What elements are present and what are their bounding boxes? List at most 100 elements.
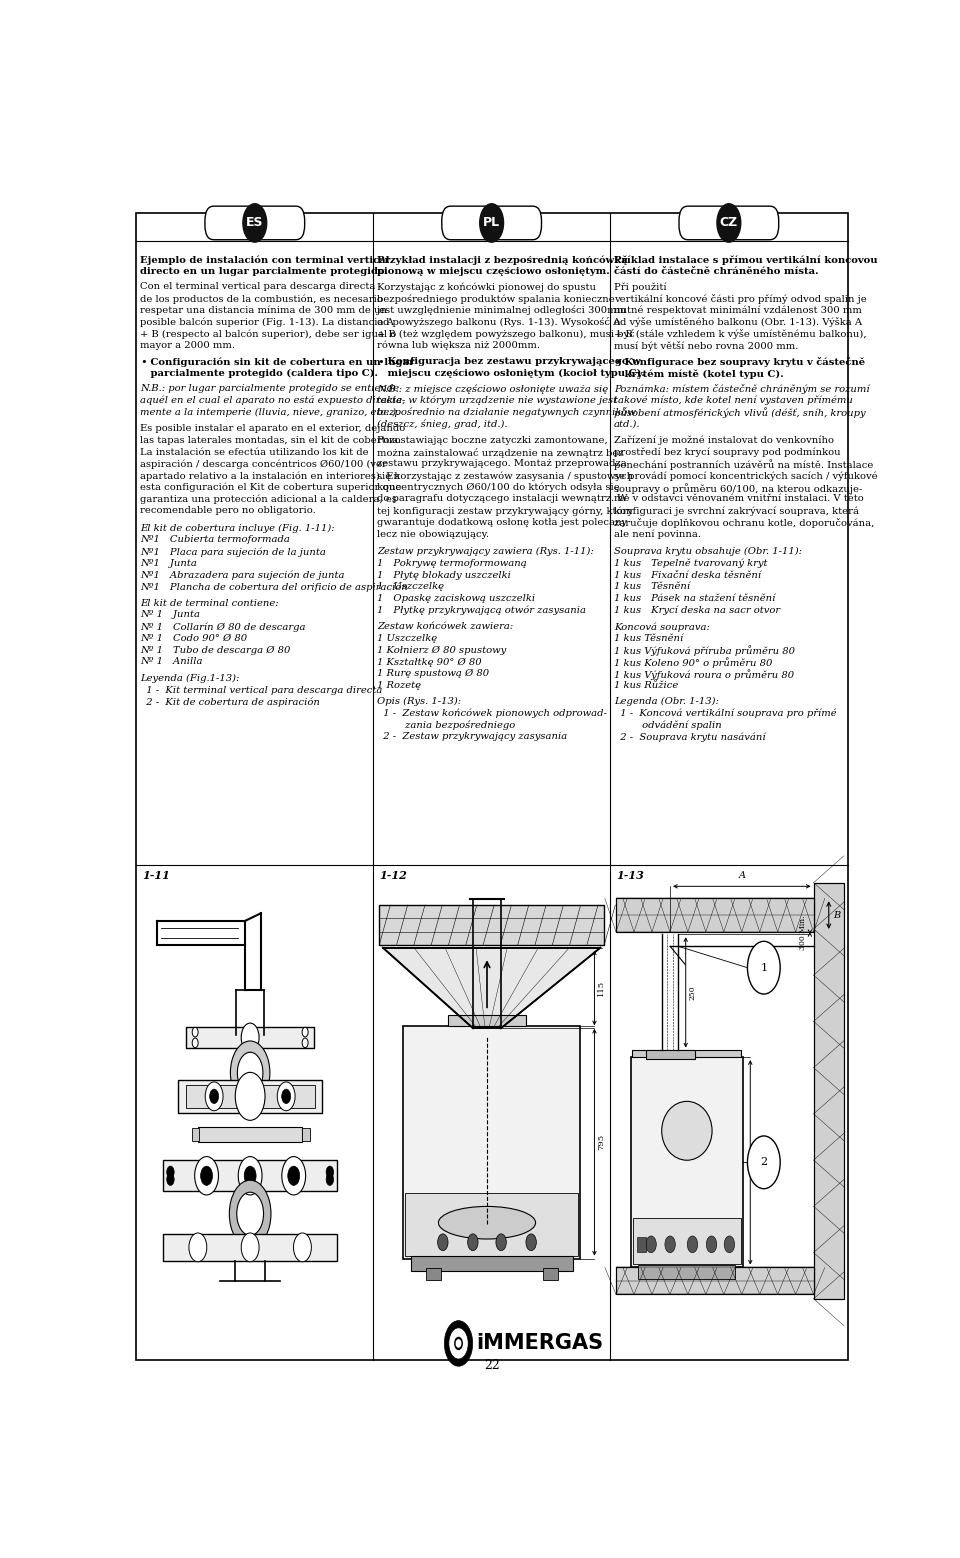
Text: Pozostawiając boczne zatyczki zamontowane,: Pozostawiając boczne zatyczki zamontowan… [377,436,608,446]
Text: Zestaw końcówek zawiera:: Zestaw końcówek zawiera: [377,622,514,631]
Text: takie, w którym urządzenie nie wystawione jest: takie, w którym urządzenie nie wystawion… [377,396,617,405]
Text: Configuración sin kit de cobertura en un lugar: Configuración sin kit de cobertura en un… [140,357,415,366]
Circle shape [455,1337,463,1349]
Polygon shape [383,947,600,1028]
Text: aspiración / descarga concéntricos Ø60/100 (ver: aspiración / descarga concéntricos Ø60/1… [140,460,387,469]
Text: 1 -  Kit terminal vertical para descarga directa: 1 - Kit terminal vertical para descarga … [140,686,382,695]
Bar [638,1265,735,1279]
Text: 1 kus Těsnění: 1 kus Těsnění [613,634,683,643]
Bar [186,1027,314,1049]
Bar [163,1234,337,1260]
Circle shape [241,1232,259,1262]
Text: + B (stále vzhledem k výše umístěnému balkonu),: + B (stále vzhledem k výše umístěnému ba… [613,329,867,340]
Text: ale není povinna.: ale není povinna. [613,530,701,539]
Text: 1: 1 [760,963,767,972]
Text: Przykład instalacji z bezpośrednią końcówką: Przykład instalacji z bezpośrednią końcó… [377,256,628,265]
Text: las tapas laterales montadas, sin el kit de cobertua.: las tapas laterales montadas, sin el kit… [140,436,401,446]
Text: garantiza una protección adicional a la caldera, es: garantiza una protección adicional a la … [140,494,397,503]
Text: Opis (Rys. 1-13):: Opis (Rys. 1-13): [377,698,461,706]
Text: 1 kus Výfuková příruba průměru 80: 1 kus Výfuková příruba průměru 80 [613,645,795,656]
Wedge shape [229,1181,271,1248]
Text: La instalación se efectúa utilizando los kit de: La instalación se efectúa utilizando los… [140,447,369,456]
Bar [411,1256,572,1270]
Text: apartado relativo a la instalación en interiores). En: apartado relativo a la instalación en in… [140,471,400,480]
Text: można zainstalować urządzenie na zewnątrz bez: można zainstalować urządzenie na zewnątr… [377,447,624,458]
Text: Koncová souprava:: Koncová souprava: [613,622,709,631]
Text: recomendable pero no obligatorio.: recomendable pero no obligatorio. [140,506,316,516]
Text: 1 Płytkę przykrywającą otwór zasysania: 1 Płytkę przykrywającą otwór zasysania [377,606,586,615]
Circle shape [192,1038,198,1047]
Text: 2 -  Zestaw przykrywający zasysania: 2 - Zestaw przykrywający zasysania [377,732,567,742]
Circle shape [707,1235,717,1253]
Circle shape [456,1340,461,1348]
Wedge shape [230,1041,270,1105]
Text: Příklad instalace s přímou vertikální koncovou: Příklad instalace s přímou vertikální ko… [613,256,877,265]
Text: jest uwzględnienie minimalnej odległości 300mm: jest uwzględnienie minimalnej odległości… [377,305,627,315]
Text: Při použití: Při použití [613,282,666,291]
Text: posible balcón superior (Fig. 1-13). La distancia A: posible balcón superior (Fig. 1-13). La … [140,318,394,327]
Text: 1 Rozetę: 1 Rozetę [377,681,420,690]
Bar [163,1161,337,1192]
Text: koncentrycznych Ø60/100 do których odsyła się: koncentrycznych Ø60/100 do których odsył… [377,483,620,492]
Text: se provádí pomocí koncentrických sacích / výfukové: se provádí pomocí koncentrických sacích … [613,471,877,480]
Text: 1 -  Koncová vertikální souprava pro přímé: 1 - Koncová vertikální souprava pro přím… [613,709,836,718]
Text: Nº 1 Tubo de descarga Ø 80: Nº 1 Tubo de descarga Ø 80 [140,645,291,654]
Circle shape [438,1234,448,1251]
Text: 2 -  Souprava krytu nasávání: 2 - Souprava krytu nasávání [613,732,765,742]
Circle shape [167,1173,174,1186]
Circle shape [326,1165,333,1178]
Text: N.B.: z miejsce częściowo osłonięte uważa się: N.B.: z miejsce częściowo osłonięte uważ… [377,385,608,394]
Text: nutné respektovat minimální vzdálenost 300 mm: nutné respektovat minimální vzdálenost 3… [613,305,862,315]
Text: 1 kus Fixační deska těsnění: 1 kus Fixační deska těsnění [613,570,761,580]
Text: ES: ES [246,217,264,229]
Text: Zařízení je možné instalovat do venkovního: Zařízení je možné instalovat do venkovní… [613,436,834,446]
Text: (deszcz, śnieg, grad, itd.).: (deszcz, śnieg, grad, itd.). [377,419,508,428]
Circle shape [201,1167,212,1186]
Text: prostředí bez krycí soupravy pod podmínkou: prostředí bez krycí soupravy pod podmínk… [613,447,840,456]
Circle shape [480,204,504,241]
FancyBboxPatch shape [442,206,541,240]
Text: takové místo, kde kotel není vystaven přímému: takové místo, kde kotel není vystaven př… [613,396,852,405]
Bar [302,1128,310,1140]
Bar [542,1268,558,1281]
Circle shape [167,1165,174,1178]
Bar [379,905,604,946]
Text: 1 kus Růžice: 1 kus Růžice [613,681,678,690]
Circle shape [192,1027,198,1038]
Text: zestawu przykrywającego. Montaż przeprowadza: zestawu przykrywającego. Montaż przeprow… [377,460,627,469]
Text: Nº1 Abrazadera para sujeción de junta: Nº1 Abrazadera para sujeción de junta [140,570,345,580]
Text: 1 Rurę spustową Ø 80: 1 Rurę spustową Ø 80 [377,668,489,678]
Bar [425,1268,441,1281]
Text: působení atmosférických vlivů (déšť, sníh, kroupy: působení atmosférických vlivů (déšť, sní… [613,408,865,419]
Text: 22: 22 [484,1359,500,1371]
Text: 115: 115 [597,980,606,996]
Text: 1-12: 1-12 [379,869,407,880]
Text: Nº1 Junta: Nº1 Junta [140,559,197,569]
Bar [192,1128,200,1140]
Bar [633,1050,741,1058]
Bar [634,1218,740,1264]
Text: Nº 1 Junta: Nº 1 Junta [140,611,200,620]
Text: zaručuje doplňkovou ochranu kotle, doporučována,: zaručuje doplňkovou ochranu kotle, dopor… [613,517,875,528]
Text: Konfiguracja bez zestawu przykrywającego w: Konfiguracja bez zestawu przykrywającego… [377,357,640,366]
Circle shape [302,1038,308,1047]
Text: 1 kus Koleno 90° o průměru 80: 1 kus Koleno 90° o průměru 80 [613,657,772,668]
Text: 1 kus Krycí deska na sacr otvor: 1 kus Krycí deska na sacr otvor [613,606,780,615]
Bar [616,899,814,932]
Text: Es posible instalar el aparato en el exterior, dejando: Es posible instalar el aparato en el ext… [140,424,405,433]
Text: 1 Kształtkę 90° Ø 80: 1 Kształtkę 90° Ø 80 [377,657,482,667]
Circle shape [243,204,267,241]
Text: El kit de terminal contiene:: El kit de terminal contiene: [140,598,278,608]
Text: od výše umístěného balkonu (Obr. 1-13). Výška A: od výše umístěného balkonu (Obr. 1-13). … [613,318,862,327]
Circle shape [235,1072,265,1120]
Circle shape [281,1089,291,1103]
Text: 300 Min.: 300 Min. [799,916,807,950]
Text: mayor a 2000 mm.: mayor a 2000 mm. [140,341,235,351]
Text: respetar una distancia mínima de 300 mm de un: respetar una distancia mínima de 300 mm … [140,305,387,315]
Text: 795: 795 [754,1154,761,1170]
Text: B: B [833,910,840,919]
Text: Souprava krytu obsahuje (Obr. 1-11):: Souprava krytu obsahuje (Obr. 1-11): [613,547,802,556]
Text: Nº1 Placa para sujeción de la junta: Nº1 Placa para sujeción de la junta [140,547,326,556]
Circle shape [277,1081,295,1111]
Circle shape [241,1024,259,1052]
